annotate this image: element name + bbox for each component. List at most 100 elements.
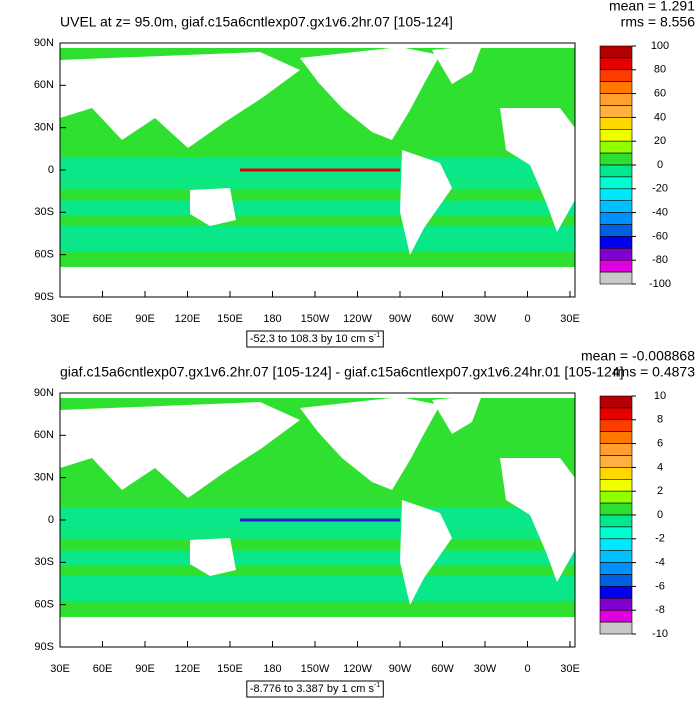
- colorbar-box: [599, 597, 633, 611]
- colorbar-box: [599, 467, 633, 480]
- colorbar-box: [599, 550, 633, 563]
- colorbar-box: [599, 93, 633, 106]
- colorbar-box: [599, 140, 633, 154]
- range-unit-exp: -1: [374, 332, 380, 339]
- range-value: -8.776 to 3.387 by 1 cm s: [250, 683, 375, 695]
- colorbar-box: [599, 176, 633, 190]
- field-band: [60, 225, 575, 252]
- lat-tick-label: 60S: [34, 599, 54, 611]
- range-text: -52.3 to 108.3 by 10 cm s-1: [250, 332, 380, 345]
- colorbar-box: [599, 105, 633, 118]
- lon-tick-label: 90E: [135, 313, 155, 325]
- lon-tick-label: 90E: [135, 663, 155, 675]
- field-band: [60, 200, 575, 216]
- colorbar-box: [599, 45, 633, 59]
- colorbar-label: 0: [657, 159, 663, 171]
- panel-title: giaf.c15a6cntlexp07.gx1v6.2hr.07 [105-12…: [60, 364, 624, 380]
- lat-tick-label: 60S: [34, 249, 54, 261]
- lon-tick-label: 60E: [93, 313, 113, 325]
- lat-tick-label: 30N: [34, 122, 54, 134]
- mean-stat: mean = -0.008868: [581, 348, 695, 364]
- panel-title: UVEL at z= 95.0m, giaf.c15a6cntlexp07.gx…: [60, 14, 453, 30]
- field-band: [60, 157, 575, 178]
- range-unit-exp: -1: [374, 682, 380, 689]
- colorbar-label: 6: [657, 438, 663, 450]
- range-text: -8.776 to 3.387 by 1 cm s-1: [250, 682, 380, 695]
- lat-tick-label: 60N: [34, 429, 54, 441]
- colorbar-box: [599, 455, 633, 468]
- colorbar-box: [599, 514, 633, 528]
- lon-tick-label: 150W: [301, 313, 330, 325]
- lon-tick-label: 150W: [301, 663, 330, 675]
- land: [400, 150, 452, 255]
- lat-tick-label: 60N: [34, 79, 54, 91]
- colorbar-box: [599, 271, 633, 285]
- colorbar-label: 8: [657, 414, 663, 426]
- colorbar-label: -60: [652, 230, 668, 242]
- colorbar-box: [599, 538, 633, 551]
- lon-tick-label: 180: [263, 663, 281, 675]
- field-band: [60, 177, 575, 190]
- colorbar-box: [599, 407, 633, 421]
- panel: UVEL at z= 95.0m, giaf.c15a6cntlexp07.gx…: [34, 0, 696, 348]
- lon-tick-label: 120E: [175, 663, 201, 675]
- range-box: [246, 680, 384, 698]
- land: [300, 47, 440, 140]
- land: [190, 188, 236, 226]
- lon-tick-label: 0: [524, 663, 530, 675]
- lon-tick-label: 150E: [217, 313, 243, 325]
- colorbar-box: [599, 526, 633, 540]
- lon-tick-label: 0: [524, 313, 530, 325]
- range-value: -52.3 to 108.3 by 10 cm s: [250, 333, 375, 345]
- colorbar-box: [599, 236, 633, 249]
- lon-tick-label: 180: [263, 313, 281, 325]
- colorbar-box: [599, 224, 633, 237]
- colorbar-label: -2: [655, 533, 665, 545]
- colorbar-box: [599, 609, 633, 623]
- colorbar-box: [599, 69, 633, 83]
- lon-tick-label: 120W: [343, 313, 372, 325]
- field-band: [60, 527, 575, 540]
- lat-tick-label: 90S: [34, 641, 54, 653]
- rms-stat: rms = 8.556: [621, 14, 696, 30]
- colorbar-box: [599, 212, 633, 225]
- colorbar-box: [599, 164, 633, 178]
- colorbar-box: [599, 81, 633, 94]
- colorbar-label: 20: [654, 135, 666, 147]
- range-box: [246, 330, 384, 348]
- colorbar-box: [599, 490, 633, 504]
- colorbar-label: 2: [657, 485, 663, 497]
- land: [432, 395, 482, 434]
- colorbar-box: [599, 478, 633, 492]
- colorbar-label: 10: [654, 390, 666, 402]
- lon-tick-label: 30E: [560, 663, 580, 675]
- colorbar-label: 60: [654, 88, 666, 100]
- colorbar-box: [599, 57, 633, 71]
- land: [400, 500, 452, 605]
- lat-tick-label: 90N: [34, 387, 54, 399]
- antarctica: [60, 267, 575, 297]
- land: [60, 52, 300, 148]
- lat-tick-label: 30S: [34, 206, 54, 218]
- colorbar-box: [599, 502, 633, 516]
- colorbar-box: [599, 586, 633, 599]
- colorbar-label: -80: [652, 254, 668, 266]
- colorbar-box: [599, 621, 633, 635]
- colorbar-box: [599, 188, 633, 202]
- land: [500, 108, 575, 232]
- rms-stat: rms = 0.4873: [613, 364, 695, 380]
- land: [190, 538, 236, 576]
- colorbar-box: [599, 248, 633, 261]
- colorbar-label: 80: [654, 64, 666, 76]
- colorbar-box: [599, 117, 633, 130]
- colorbar-box: [599, 443, 633, 456]
- land: [500, 458, 575, 582]
- antarctica: [60, 617, 575, 647]
- colorbar-box: [599, 152, 633, 166]
- colorbar-label: -40: [652, 207, 668, 219]
- lon-tick-label: 60W: [431, 313, 454, 325]
- colorbar-box: [599, 574, 633, 587]
- lon-tick-label: 30E: [50, 663, 70, 675]
- mean-stat: mean = 1.291: [609, 0, 695, 14]
